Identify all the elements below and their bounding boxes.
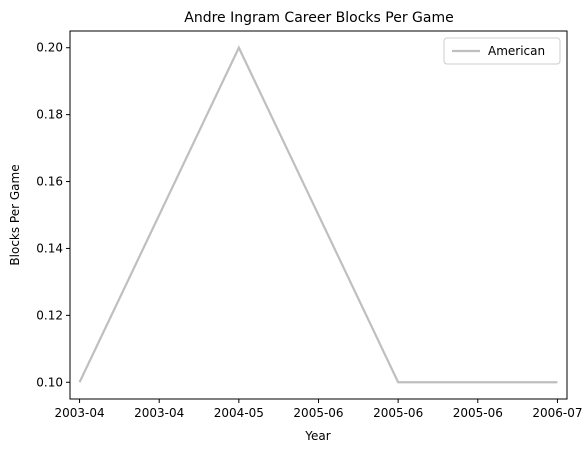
y-tick-label: 0.14: [36, 241, 63, 255]
x-axis: 2003-04 2003-04 2004-05 2005-06 2005-06 2005-…: [54, 399, 582, 420]
x-tick-label: 2005-06: [373, 406, 423, 420]
y-axis: 0.10 0.12 0.14 0.16 0.18 0.20: [36, 41, 70, 389]
x-tick-label: 2003-04: [134, 406, 184, 420]
legend-box: [443, 37, 561, 65]
y-tick-label: 0.16: [36, 175, 63, 189]
x-tick-label: 2003-04: [54, 406, 104, 420]
series-line-american: [78, 45, 558, 384]
plot-area: 2003-04 2003-04 2004-05 2005-06 2005-06 2005-…: [36, 30, 582, 420]
y-axis-label: Blocks Per Game: [8, 164, 22, 265]
legend: American: [443, 37, 561, 65]
y-tick-label: 0.20: [36, 41, 63, 55]
y-tick-label: 0.12: [36, 308, 63, 322]
x-tick-label: 2005-06: [293, 406, 343, 420]
x-axis-label: Year: [304, 429, 330, 443]
y-tick-label: 0.10: [36, 375, 63, 389]
y-tick-label: 0.18: [36, 108, 63, 122]
x-tick-label: 2006-07: [532, 406, 582, 420]
series-layer: [78, 45, 558, 384]
legend-label: American: [488, 44, 545, 58]
chart-title: Andre Ingram Career Blocks Per Game: [184, 10, 453, 26]
x-tick-label: 2004-05: [214, 406, 264, 420]
x-tick-label: 2005-06: [453, 406, 503, 420]
